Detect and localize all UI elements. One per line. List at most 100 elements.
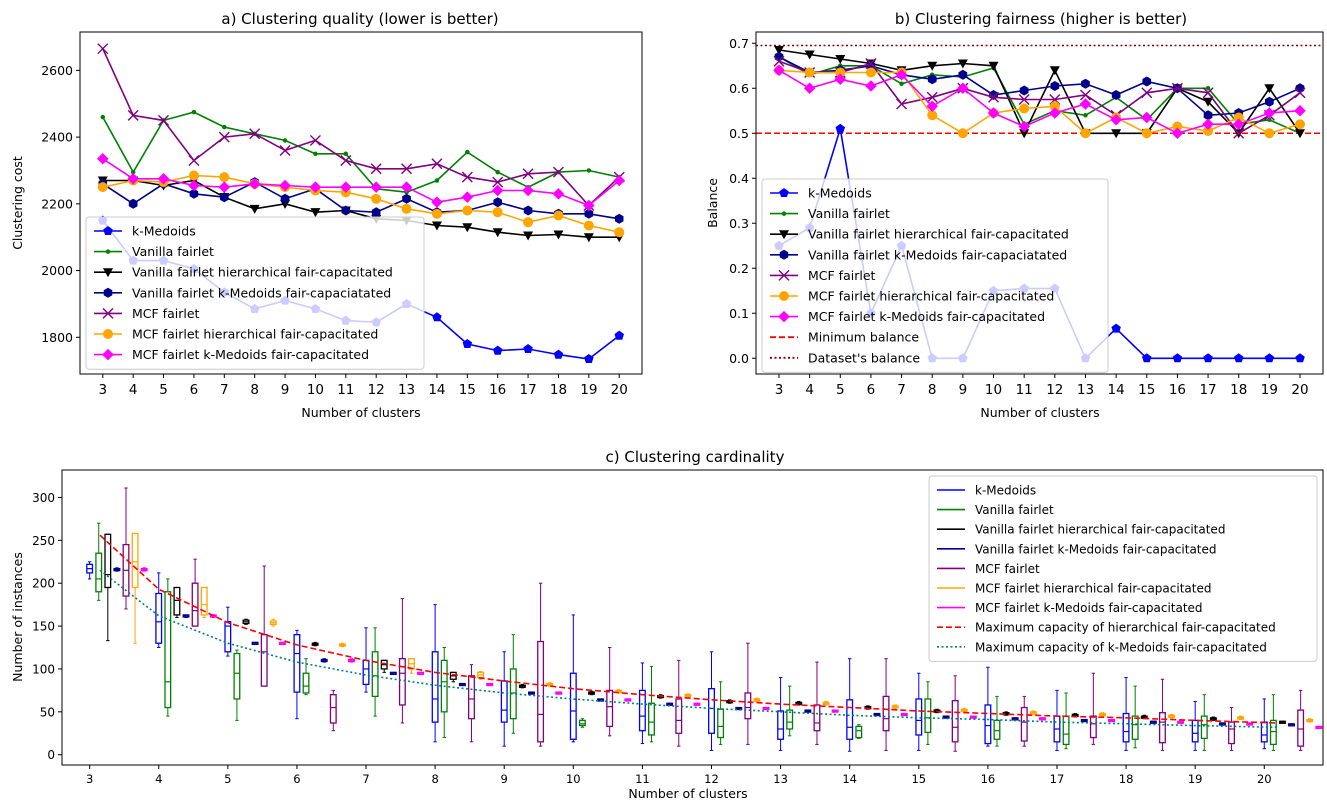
legend-marker [103, 329, 113, 339]
x-tick-label: 16 [489, 382, 506, 398]
y-tick-label: 0.0 [729, 351, 749, 366]
y-tick-label: 0 [47, 748, 55, 762]
mcf-fairlet-hierarchical-fair-capacitated-box [131, 532, 139, 589]
mcf-fairlet-point [773, 55, 785, 67]
k-medoids-point [614, 330, 624, 340]
legend-label: Vanilla fairlet hierarchical fair-capaci… [808, 227, 1069, 242]
mcf-fairlet-point [896, 98, 908, 110]
k-medoids-box [1122, 712, 1130, 743]
mcf-fairlet-hierarchical-fair-capacitated-point [957, 128, 968, 139]
mcf-fairlet-point [370, 163, 382, 175]
vanilla-fairlet-hierarchical-fair-capacitated-point [310, 208, 321, 218]
x-tick-label: 17 [1199, 382, 1216, 398]
y-tick-label: 1800 [41, 330, 73, 345]
mcf-fairlet-k-medoids-fair-capacitated-point [773, 64, 785, 76]
vanilla-fairlet-box [993, 719, 1001, 740]
vanilla-fairlet-box [164, 591, 172, 709]
mcf-fairlet-hierarchical-fair-capacitated-line [102, 174, 620, 233]
mcf-fairlet-box [951, 700, 959, 743]
x-tick-label: 6 [867, 382, 876, 398]
mcf-fairlet-k-medoids-fair-capacitated-point [552, 188, 565, 200]
vanilla-fairlet-hierarchical-fair-capacitated-point [1111, 129, 1122, 139]
legend-label: Vanilla fairlet [975, 503, 1054, 517]
x-tick-label: 8 [431, 772, 438, 786]
y-tick-label: 2400 [41, 130, 73, 145]
vanilla-fairlet-k-medoids-fair-capaciatated-point [927, 74, 937, 85]
mcf-fairlet-point [552, 166, 564, 178]
mcf-fairlet-box [1020, 706, 1028, 742]
vanilla-fairlet-box [1062, 715, 1070, 746]
k-medoids-box [293, 634, 301, 693]
mcf-fairlet-hierarchical-fair-capacitated-box [200, 586, 208, 616]
mcf-fairlet-k-medoids-fair-capacitated-point [97, 153, 109, 165]
vanilla-fairlet-point [282, 138, 288, 143]
mcf-fairlet-point [127, 109, 139, 121]
k-medoids-point [432, 312, 442, 322]
vanilla-fairlet-box [786, 709, 794, 730]
vanilla-fairlet-box [648, 702, 655, 736]
panel-a-xlabel: Number of clusters [301, 405, 420, 420]
vanilla-fairlet-hierarchical-fair-capacitated-point [431, 221, 442, 231]
mcf-fairlet-k-medoids-fair-capacitated-point [1202, 118, 1214, 130]
mcf-fairlet-point [461, 171, 473, 183]
mcf-fairlet-point [158, 114, 170, 126]
mcf-fairlet-box [398, 658, 406, 706]
mcf-fairlet-hierarchical-fair-capacitated-line [778, 69, 1301, 135]
panel-b-legend: k-Medoids Vanilla fairlet Vanilla fairlet … [761, 178, 1109, 373]
mcf-fairlet-k-medoids-fair-capacitated-point [613, 174, 625, 187]
maximum-capacity-of-hierarchical-fair-capacitated-line [99, 534, 1279, 724]
k-medoids-point [584, 354, 594, 363]
mcf-fairlet-k-medoids-fair-capacitated-point [279, 179, 291, 192]
x-tick-label: 7 [362, 772, 369, 786]
y-tick-label: 50 [40, 705, 55, 719]
legend-marker [102, 348, 114, 361]
panel-c-frame [61, 469, 1324, 766]
mcf-fairlet-hierarchical-fair-capacitated-point [1080, 128, 1091, 139]
mcf-fairlet-k-medoids-fair-capacitated-point [1018, 120, 1030, 133]
vanilla-fairlet-point [222, 124, 227, 130]
vanilla-fairlet-k-medoids-fair-capaciatated-point [614, 213, 624, 224]
vanilla-fairlet-hierarchical-fair-capacitated-point [988, 61, 999, 71]
y-tick-label: 200 [32, 577, 55, 591]
x-tick-label: 15 [1138, 382, 1155, 398]
mcf-fairlet-k-medoids-fair-capacitated-point [1294, 105, 1306, 117]
mcf-fairlet-hierarchical-fair-capacitated-point [865, 67, 876, 78]
y-tick-label: 300 [32, 491, 55, 505]
mcf-fairlet-box [191, 582, 199, 627]
mcf-fairlet-k-medoids-fair-capacitated-point [431, 196, 443, 208]
vanilla-fairlet-k-medoids-fair-capaciatated-point [341, 205, 351, 216]
vanilla-fairlet-box [924, 698, 932, 734]
mcf-fairlet-box [468, 675, 475, 720]
mcf-fairlet-point [522, 168, 534, 180]
vanilla-fairlet-k-medoids-fair-capaciatated-point [1111, 90, 1121, 100]
vanilla-fairlet-k-medoids-fair-capaciatated-point [523, 205, 533, 216]
mcf-fairlet-k-medoids-fair-capacitated-point [987, 107, 1000, 119]
mcf-fairlet-line [778, 60, 1301, 135]
mcf-fairlet-k-medoids-fair-capacitated-point [803, 82, 816, 94]
x-tick-label: 12 [704, 772, 719, 786]
legend-label: k-Medoids [975, 484, 1036, 498]
y-tick-label: 2600 [41, 63, 73, 78]
mcf-fairlet-hierarchical-fair-capacitated-point [804, 67, 815, 78]
vanilla-fairlet-k-medoids-fair-capaciatated-point [1142, 76, 1152, 87]
legend-marker [779, 249, 789, 260]
legend-label: Vanilla fairlet [132, 244, 214, 259]
legend-label: MCF fairlet k-Medoids fair-capacitated [975, 601, 1203, 615]
y-tick-label: 0.3 [729, 216, 749, 231]
mcf-fairlet-box [1089, 715, 1097, 739]
y-tick-label: 250 [32, 534, 55, 548]
mcf-fairlet-point [865, 58, 877, 69]
vanilla-fairlet-k-medoids-fair-capaciatated-point [1265, 96, 1274, 107]
x-tick-label: 16 [1169, 382, 1186, 398]
mcf-fairlet-hierarchical-fair-capacitated-point [1233, 112, 1244, 123]
x-tick-label: 11 [337, 382, 354, 398]
legend-label: MCF fairlet k-Medoids fair-capacitated [808, 309, 1045, 324]
mcf-fairlet-hierarchical-fair-capacitated-point [97, 182, 108, 193]
x-tick-label: 19 [1261, 382, 1278, 398]
x-tick-label: 15 [911, 772, 926, 786]
mcf-fairlet-k-medoids-fair-capacitated-point [491, 184, 504, 197]
k-medoids-box [569, 672, 577, 740]
k-medoids-box [777, 710, 785, 740]
panel-c: c) Clustering cardinality 3 4 5 6 7 8 9 10 11 12 1… [10, 448, 1324, 801]
mcf-fairlet-point [97, 43, 109, 55]
